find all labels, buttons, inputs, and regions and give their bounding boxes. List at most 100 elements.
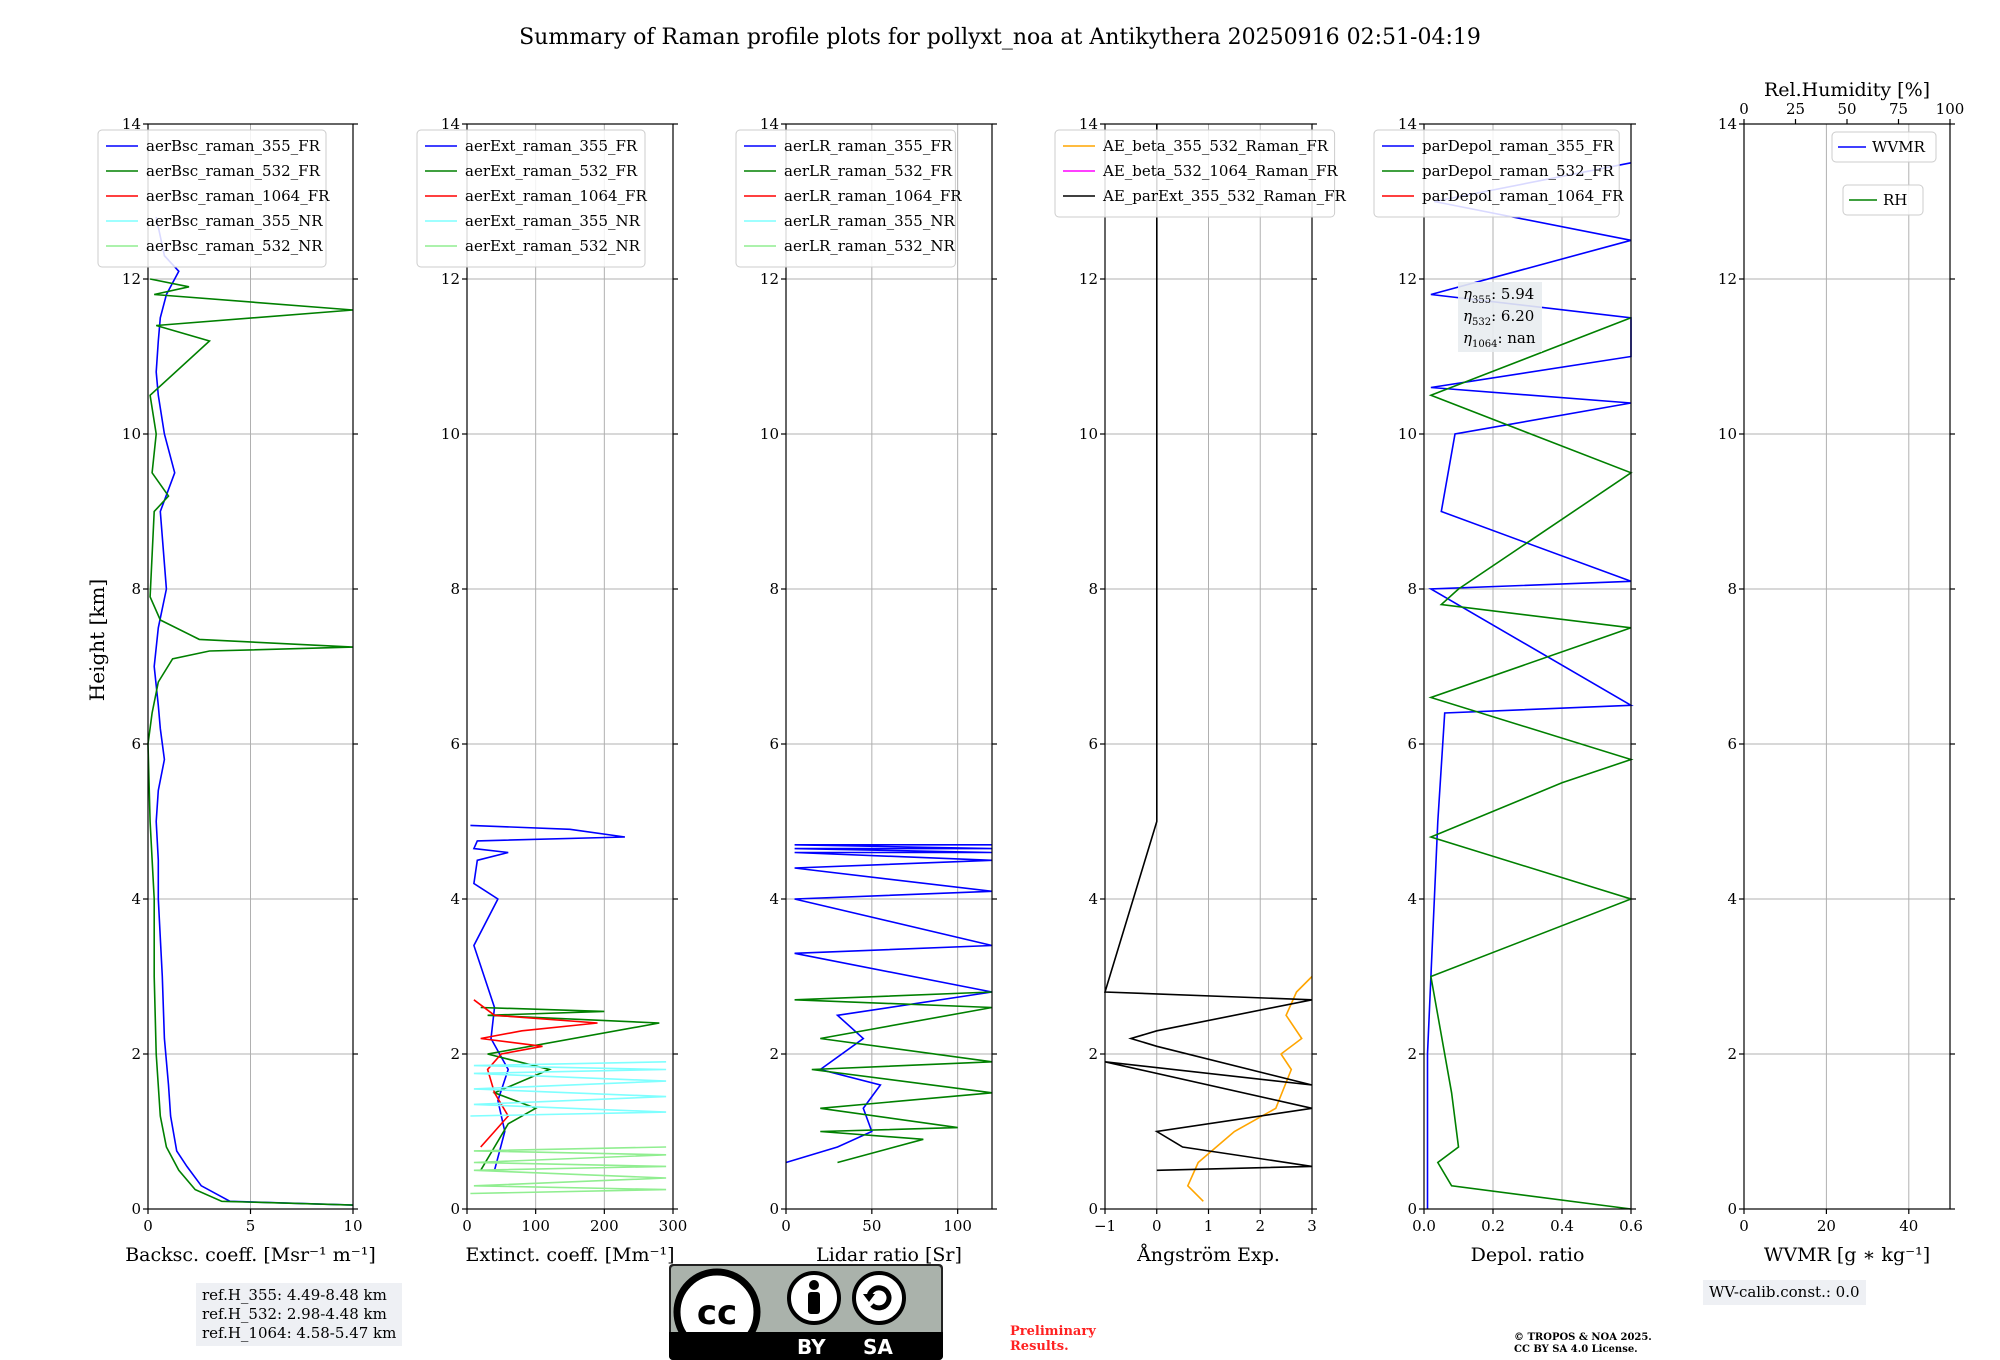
y-tick-label: 2 bbox=[131, 1045, 141, 1063]
y-tick-label: 0 bbox=[131, 1200, 141, 1218]
svg-text:η532: 6.20: η532: 6.20 bbox=[1463, 307, 1534, 328]
legend-wv-WVMR: WVMR bbox=[1831, 131, 1937, 163]
legend-ae: AE_beta_355_532_Raman_FR AE_beta_532_1064… bbox=[1054, 129, 1347, 218]
x-tick-label: 0 bbox=[462, 1217, 472, 1235]
svg-text:η355: 5.94: η355: 5.94 bbox=[1463, 285, 1534, 306]
y-tick-label: 4 bbox=[1407, 890, 1417, 908]
x-axis-label-ae: Ångström Exp. bbox=[1136, 1244, 1280, 1266]
x-tick-label: 0.4 bbox=[1550, 1217, 1574, 1235]
svg-text:WVMR: WVMR bbox=[1872, 138, 1926, 156]
wv-calib-box: WV-calib.const.: 0.0 bbox=[1703, 1280, 1866, 1305]
series-aerExt_raman_355_NR bbox=[470, 1061, 667, 1117]
y-tick-label: 0 bbox=[1727, 1200, 1737, 1218]
y-tick-label: 8 bbox=[131, 580, 141, 598]
ref-height-1064: ref.H_1064: 4.58-5.47 km bbox=[202, 1324, 397, 1342]
x-axis-label-ext: Extinct. coeff. [Mm⁻¹] bbox=[465, 1244, 674, 1266]
legend-label: aerBsc_raman_532_NR bbox=[146, 237, 323, 255]
y-tick-label: 6 bbox=[769, 735, 779, 753]
copyright-note: © TROPOS & NOA 2025. CC BY SA 4.0 Licens… bbox=[1514, 1332, 1652, 1355]
y-tick-label: 12 bbox=[1079, 270, 1098, 288]
legend-dep: parDepol_raman_355_FR parDepol_raman_532_… bbox=[1373, 129, 1624, 218]
x-tick-label: 0.0 bbox=[1412, 1217, 1436, 1235]
y-tick-label: 12 bbox=[1718, 270, 1737, 288]
y-tick-label: 10 bbox=[760, 425, 779, 443]
plot-frame bbox=[1743, 123, 1951, 1210]
top-x-axis-label: Rel.Humidity [%] bbox=[1764, 79, 1930, 101]
legend-label: aerExt_raman_1064_FR bbox=[465, 187, 647, 205]
legend-label: AE_parExt_355_532_Raman_FR bbox=[1102, 187, 1347, 205]
x-axis-label-wv: WVMR [g ∗ kg⁻¹] bbox=[1764, 1244, 1930, 1266]
y-tick-label: 6 bbox=[1088, 735, 1098, 753]
share-alike-icon bbox=[852, 1271, 906, 1325]
y-tick-label: 8 bbox=[769, 580, 779, 598]
cc-sa-label: SA bbox=[863, 1335, 893, 1359]
legend-label: aerLR_raman_1064_FR bbox=[784, 187, 962, 205]
ref-height-355: ref.H_355: 4.49-8.48 km bbox=[202, 1286, 387, 1304]
y-tick-label: 6 bbox=[131, 735, 141, 753]
y-tick-label: 10 bbox=[441, 425, 460, 443]
y-tick-label: 10 bbox=[1718, 425, 1737, 443]
reference-heights-box: ref.H_355: 4.49-8.48 km ref.H_532: 2.98-… bbox=[196, 1283, 403, 1346]
y-tick-label: 10 bbox=[1079, 425, 1098, 443]
x-tick-label: −1 bbox=[1094, 1217, 1116, 1235]
legend-label: aerExt_raman_532_NR bbox=[465, 237, 641, 255]
y-tick-label: 4 bbox=[769, 890, 779, 908]
x-tick-label: 0 bbox=[143, 1217, 153, 1235]
y-tick-label: 4 bbox=[131, 890, 141, 908]
y-tick-label: 14 bbox=[122, 115, 141, 133]
svg-text:η1064: nan: η1064: nan bbox=[1463, 329, 1536, 350]
y-tick-label: 2 bbox=[1088, 1045, 1098, 1063]
top-x-tick-label: 100 bbox=[1936, 100, 1965, 118]
legend-label: AE_beta_355_532_Raman_FR bbox=[1102, 137, 1329, 155]
series-aerExt_raman_1064_FR bbox=[473, 999, 598, 1148]
series-aerBsc_raman_355_FR bbox=[153, 216, 354, 1206]
x-tick-label: 3 bbox=[1307, 1217, 1317, 1235]
y-tick-label: 0 bbox=[1088, 1200, 1098, 1218]
top-x-tick-label: 75 bbox=[1889, 100, 1908, 118]
y-tick-label: 8 bbox=[450, 580, 460, 598]
legend-label: parDepol_raman_532_FR bbox=[1422, 162, 1615, 180]
y-tick-label: 14 bbox=[441, 115, 460, 133]
legend-label: aerBsc_raman_532_FR bbox=[146, 162, 321, 180]
legend-label: AE_beta_532_1064_Raman_FR bbox=[1102, 162, 1338, 180]
x-tick-label: 300 bbox=[659, 1217, 688, 1235]
x-tick-label: 100 bbox=[521, 1217, 550, 1235]
series-aerExt_raman_355_FR bbox=[470, 824, 626, 1171]
top-x-tick-label: 25 bbox=[1786, 100, 1805, 118]
x-tick-label: 2 bbox=[1255, 1217, 1265, 1235]
x-axis-label-bsc: Backsc. coeff. [Msr⁻¹ m⁻¹] bbox=[125, 1244, 376, 1266]
x-tick-label: 0.2 bbox=[1481, 1217, 1505, 1235]
panel-bsc: 0 2 4 6 8 10 12 14 0 5 10 Backsc. coeff. [Msr⁻¹ m⁻¹… bbox=[97, 115, 376, 1266]
y-tick-label: 10 bbox=[122, 425, 141, 443]
y-tick-label: 4 bbox=[1088, 890, 1098, 908]
y-tick-label: 2 bbox=[1727, 1045, 1737, 1063]
legend-label: aerBsc_raman_355_FR bbox=[146, 137, 321, 155]
x-tick-label: 20 bbox=[1817, 1217, 1836, 1235]
cc-license-badge: cc BY SA bbox=[669, 1264, 943, 1360]
legend-label: aerLR_raman_532_NR bbox=[784, 237, 955, 255]
series-aerBsc_raman_532_FR bbox=[147, 278, 354, 1206]
panel-lr: 0 2 4 6 8 10 12 14 0 50 100 Lidar ratio [Sr] aerLR_r… bbox=[735, 115, 997, 1266]
legend-ext: aerExt_raman_355_FR aerExt_raman_532_FRae… bbox=[416, 129, 647, 268]
y-tick-label: 6 bbox=[1727, 735, 1737, 753]
y-tick-label: 0 bbox=[450, 1200, 460, 1218]
y-tick-label: 8 bbox=[1727, 580, 1737, 598]
y-tick-label: 8 bbox=[1407, 580, 1417, 598]
figure-title: Summary of Raman profile plots for polly… bbox=[519, 25, 1481, 50]
panel-ext: 0 2 4 6 8 10 12 14 0 100 200 300 Extinct. coeff. [Mm… bbox=[416, 115, 688, 1266]
legend-label: aerLR_raman_355_FR bbox=[784, 137, 953, 155]
cc-logo-text: cc bbox=[697, 1293, 737, 1333]
legend-label: aerBsc_raman_1064_FR bbox=[146, 187, 330, 205]
x-tick-label: 50 bbox=[862, 1217, 881, 1235]
legend-label: aerExt_raman_355_NR bbox=[465, 212, 641, 230]
plot-frame bbox=[1423, 123, 1632, 1210]
y-tick-label: 12 bbox=[441, 270, 460, 288]
legend-label: aerExt_raman_355_FR bbox=[465, 137, 638, 155]
x-axis-label-dep: Depol. ratio bbox=[1471, 1244, 1585, 1266]
legend-label: aerLR_raman_355_NR bbox=[784, 212, 955, 230]
series-aerLR_raman_532_FR bbox=[794, 991, 993, 1164]
